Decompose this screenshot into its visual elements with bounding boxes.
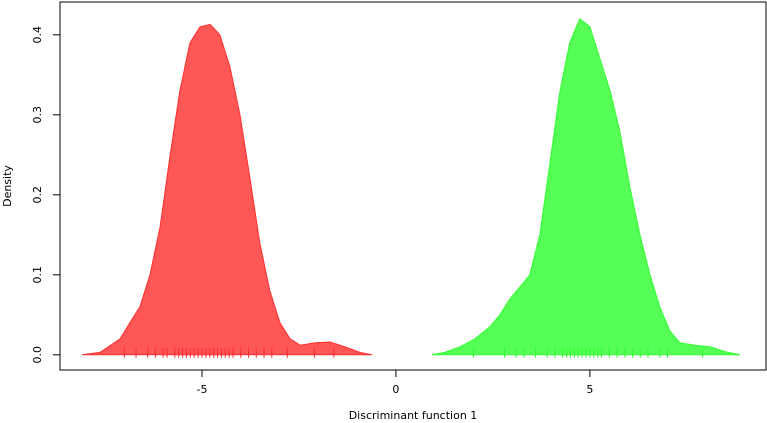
- plot-frame: [59, 1, 767, 371]
- y-tick-label: 0.0: [31, 346, 44, 364]
- x-tick-label: 0: [392, 383, 399, 396]
- density-area: [82, 23, 372, 356]
- x-axis-label: Discriminant function 1: [349, 409, 478, 422]
- y-tick-label: 0.3: [31, 106, 44, 124]
- y-tick-label: 0.2: [31, 186, 44, 204]
- y-axis-label: Density: [1, 165, 14, 207]
- density-area: [431, 17, 741, 356]
- y-tick-label: 0.1: [31, 266, 44, 284]
- x-tick-label: 5: [586, 383, 593, 396]
- y-tick-label: 0.4: [31, 26, 44, 44]
- x-tick-label: -5: [196, 383, 207, 396]
